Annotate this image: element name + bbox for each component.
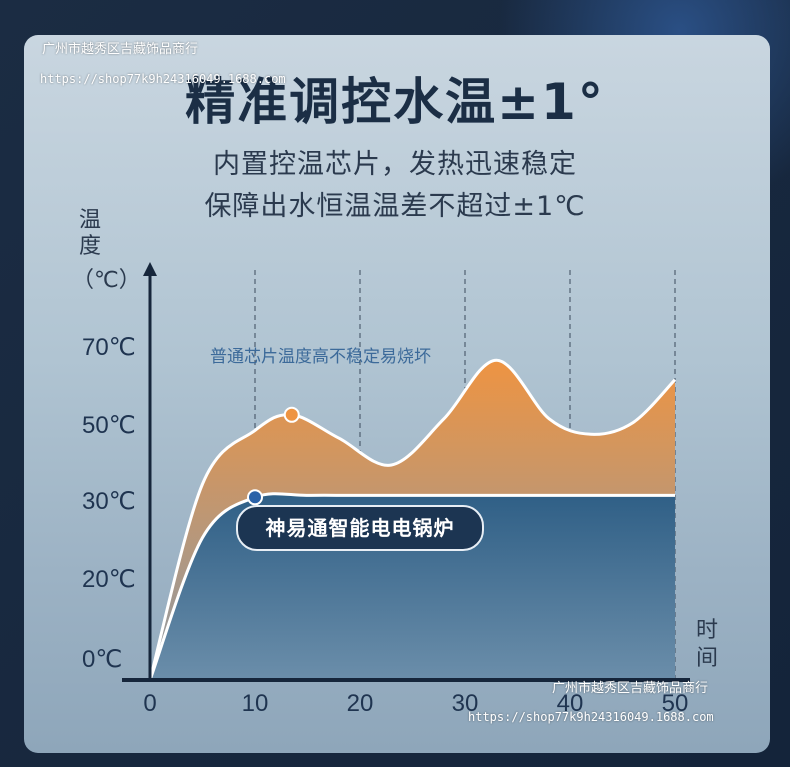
headline: 精准调控水温±1°: [185, 73, 605, 131]
x-axis-label-char-1: 时: [696, 618, 719, 643]
x-tick-label: 10: [242, 690, 269, 717]
watermark-url-bottom: https://shop77k9h24316049.1688.com: [468, 710, 714, 724]
x-tick-label: 20: [347, 690, 374, 717]
ordinary-chip-marker: [283, 406, 300, 423]
watermark-shop-top: 广州市越秀区吉藏饰品商行: [42, 42, 199, 57]
y-tick-label: 0℃: [82, 646, 122, 673]
x-tick-label: 50: [662, 690, 689, 717]
axes: [122, 262, 690, 682]
x-tick-label: 0: [143, 690, 156, 717]
watermark-url-top: https://shop77k9h24316049.1688.com: [40, 72, 286, 86]
x-tick-label: 40: [557, 690, 584, 717]
y-tick-label: 70℃: [82, 334, 136, 361]
y-tick-label: 50℃: [82, 412, 136, 439]
y-tick-label: 30℃: [82, 488, 136, 515]
product-curve: [148, 492, 675, 681]
product-marker: [247, 489, 263, 506]
x-tick-label: 30: [452, 690, 479, 717]
axis-ticks: 0℃ 20℃ 30℃ 50℃ 70℃ 0 10 20 30 40 50: [82, 334, 688, 717]
ordinary-chip-curve: [148, 358, 677, 681]
product-label-pill: 神易通智能电电锅炉: [236, 505, 484, 551]
subtitle-line-1: 内置控温芯片，发热迅速稳定: [213, 149, 577, 180]
watermark-shop-bottom: 广州市越秀区吉藏饰品商行: [552, 681, 709, 696]
markers: [247, 406, 300, 506]
y-axis-unit-label: （℃）: [72, 268, 141, 293]
y-axis-arrow-icon: [143, 262, 157, 276]
x-axis-label-char-2: 间: [696, 646, 719, 671]
y-tick-label: 20℃: [82, 566, 136, 593]
subtitle-line-2: 保障出水恒温温差不超过±1℃: [204, 191, 586, 222]
y-axis-label-char-2: 度: [79, 234, 102, 259]
y-axis-label-char-1: 温: [79, 208, 102, 233]
ordinary-chip-annotation: 普通芯片温度高不稳定易烧坏: [210, 347, 431, 367]
